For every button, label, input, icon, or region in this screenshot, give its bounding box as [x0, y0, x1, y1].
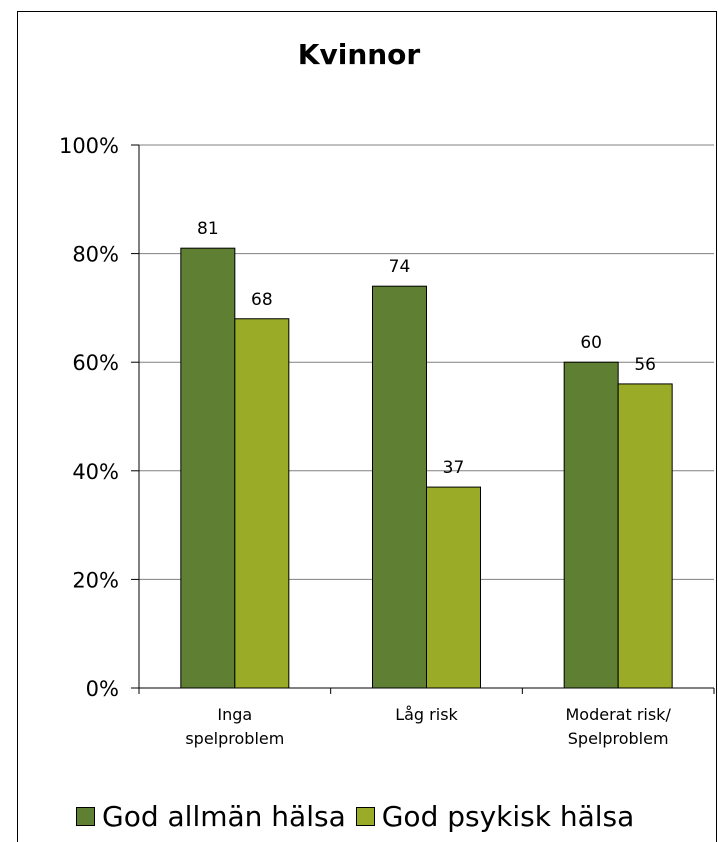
legend: God allmän hälsa God psykisk hälsa [76, 796, 644, 836]
labels: 0% 20% 40% 60% 80% 100% 81 68 Inga spelproblem 74 3… [59, 134, 671, 748]
y-tick-label: 20% [72, 568, 119, 592]
y-tick-label: 60% [72, 351, 119, 375]
legend-item: God psykisk hälsa [355, 799, 635, 833]
x-tick-label: Inga spelproblem [185, 705, 284, 748]
legend-label: God psykisk hälsa [381, 799, 635, 833]
legend-item: God allmän hälsa [76, 800, 346, 833]
legend-swatch [76, 806, 95, 826]
bar [426, 486, 481, 689]
data-label: 74 [389, 257, 411, 277]
data-label: 60 [580, 333, 602, 353]
y-tick-label: 40% [72, 460, 119, 484]
chart-title: Kvinnor [297, 38, 421, 71]
x-tick-label: Låg risk [395, 705, 458, 724]
bar [372, 285, 427, 689]
bar [563, 361, 619, 689]
data-label: 81 [197, 219, 219, 239]
x-tick-label: Moderat risk/Spelproblem [565, 705, 671, 748]
bars [180, 247, 673, 689]
y-tick-label: 100% [59, 134, 119, 158]
data-label: 56 [634, 355, 656, 375]
bar [234, 318, 290, 689]
y-tick-label: 0% [86, 677, 119, 701]
legend-label: God allmän hälsa [102, 799, 346, 833]
legend-swatch [355, 806, 375, 826]
data-label: 68 [251, 290, 273, 310]
data-label: 37 [443, 458, 465, 478]
bar [617, 383, 673, 689]
bar [180, 247, 236, 689]
y-tick-label: 80% [72, 243, 119, 267]
